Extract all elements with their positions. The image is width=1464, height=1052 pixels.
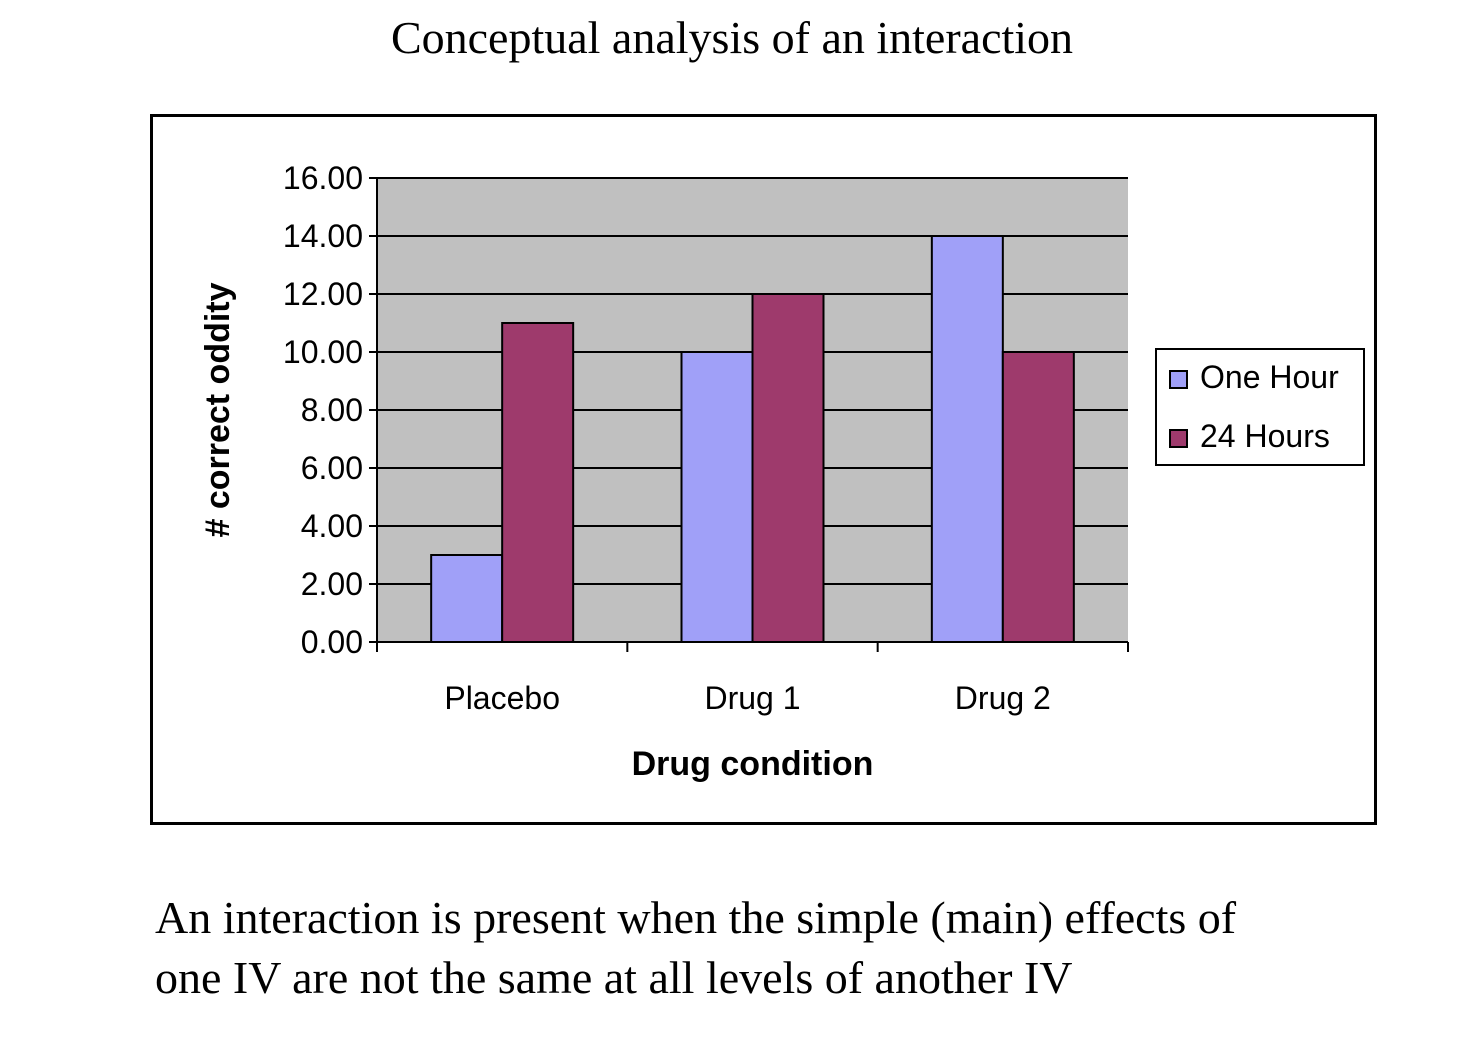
legend-label: 24 Hours xyxy=(1200,418,1330,454)
y-tick-label: 14.00 xyxy=(283,218,363,254)
bar-24-hours xyxy=(1001,351,1075,643)
bar-one-hour xyxy=(430,554,504,643)
legend-label: One Hour xyxy=(1200,359,1339,395)
y-tick-label: 8.00 xyxy=(301,392,363,428)
bar-24-hours xyxy=(501,322,575,643)
y-tick-label: 12.00 xyxy=(283,276,363,312)
x-axis-title: Drug condition xyxy=(632,745,874,783)
x-tick-label: Drug 2 xyxy=(955,680,1051,716)
slide-title: Conceptual analysis of an interaction xyxy=(390,12,1074,63)
caption: An interaction is present when the simpl… xyxy=(155,888,1415,1008)
x-tick-label: Placebo xyxy=(444,680,560,716)
bar-24-hours xyxy=(751,293,825,643)
legend-swatch xyxy=(1169,429,1188,448)
y-tick-label: 6.00 xyxy=(301,450,363,486)
y-tick-label: 4.00 xyxy=(301,508,363,544)
bar-one-hour xyxy=(680,351,754,643)
y-tick-label: 2.00 xyxy=(301,566,363,602)
y-axis-title: # correct oddity xyxy=(199,282,237,537)
x-tick-label: Drug 1 xyxy=(704,680,800,716)
y-tick-label: 0.00 xyxy=(301,624,363,660)
legend-swatch xyxy=(1169,370,1188,389)
caption-line-1: An interaction is present when the simpl… xyxy=(155,892,1237,943)
y-tick-label: 16.00 xyxy=(283,160,363,196)
bar-chart: 0.00 2.00 4.00 6.00 8.00 10.00 12.00 14.00 16.00… xyxy=(199,160,1365,783)
legend xyxy=(1155,348,1365,466)
caption-line-2: one IV are not the same at all levels of… xyxy=(155,952,1073,1003)
bar-one-hour xyxy=(930,235,1004,643)
chart-frame: 0.00 2.00 4.00 6.00 8.00 10.00 12.00 14.00 16.00… xyxy=(150,114,1377,825)
y-tick-label: 10.00 xyxy=(283,334,363,370)
